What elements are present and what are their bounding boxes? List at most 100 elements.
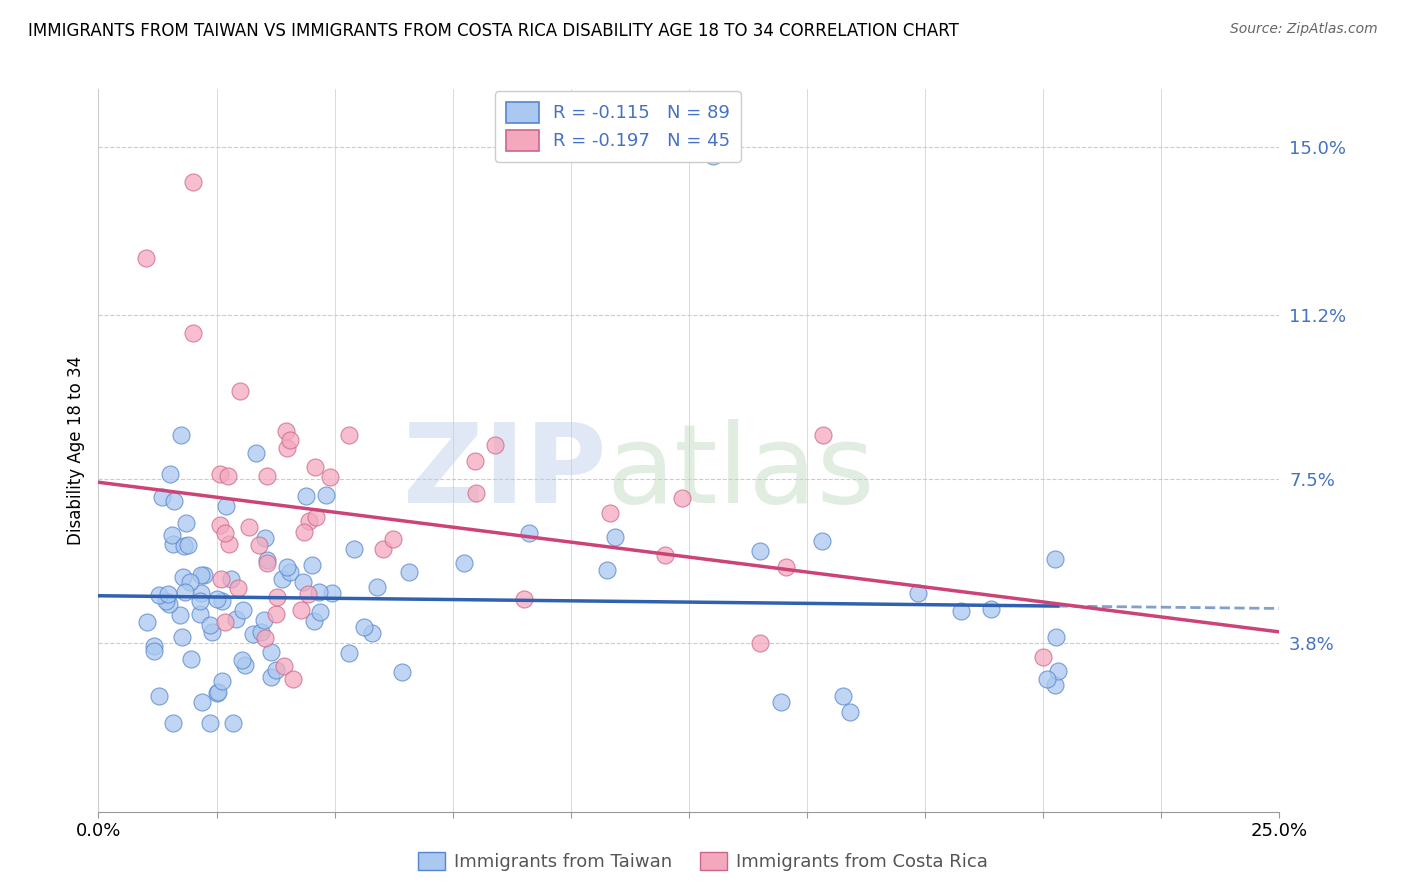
- Point: [273, 658, 295, 673]
- Point: [155, 593, 177, 607]
- Point: [173, 540, 195, 554]
- Point: [278, 433, 301, 447]
- Point: [1043, 551, 1066, 566]
- Point: [190, 607, 212, 621]
- Point: [172, 570, 194, 584]
- Legend: R = -0.115   N = 89, R = -0.197   N = 45: R = -0.115 N = 89, R = -0.197 N = 45: [495, 91, 741, 161]
- Point: [769, 695, 792, 709]
- Point: [190, 568, 212, 582]
- Point: [1046, 664, 1069, 678]
- Point: [148, 690, 170, 704]
- Point: [291, 574, 314, 589]
- Point: [1036, 672, 1059, 686]
- Point: [198, 716, 221, 731]
- Point: [150, 490, 173, 504]
- Point: [191, 695, 214, 709]
- Point: [281, 672, 304, 686]
- Text: ZIP: ZIP: [404, 418, 606, 525]
- Point: [238, 520, 260, 534]
- Point: [276, 442, 298, 456]
- Point: [278, 565, 301, 579]
- Point: [250, 625, 273, 640]
- Point: [253, 613, 276, 627]
- Point: [222, 716, 245, 731]
- Point: [1043, 677, 1066, 691]
- Point: [242, 627, 264, 641]
- Point: [321, 586, 343, 600]
- Point: [832, 690, 855, 704]
- Point: [228, 582, 250, 596]
- Point: [297, 587, 319, 601]
- Point: [301, 558, 323, 572]
- Point: [259, 670, 281, 684]
- Point: [254, 531, 277, 545]
- Point: [198, 618, 221, 632]
- Point: [309, 605, 332, 619]
- Point: [211, 594, 233, 608]
- Point: [259, 645, 281, 659]
- Point: [315, 488, 337, 502]
- Point: [702, 149, 724, 163]
- Point: [398, 566, 420, 580]
- Point: [603, 530, 626, 544]
- Point: [169, 607, 191, 622]
- Point: [464, 453, 486, 467]
- Point: [211, 673, 233, 688]
- Point: [219, 572, 242, 586]
- Legend: Immigrants from Taiwan, Immigrants from Costa Rica: Immigrants from Taiwan, Immigrants from …: [411, 845, 995, 879]
- Point: [371, 541, 394, 556]
- Point: [980, 602, 1002, 616]
- Point: [207, 685, 229, 699]
- Point: [465, 485, 488, 500]
- Point: [163, 493, 186, 508]
- Point: [173, 585, 195, 599]
- Point: [205, 686, 228, 700]
- Point: [596, 563, 619, 577]
- Point: [256, 553, 278, 567]
- Point: [205, 591, 228, 606]
- Point: [319, 470, 342, 484]
- Point: [366, 580, 388, 594]
- Point: [339, 428, 361, 442]
- Point: [775, 560, 797, 574]
- Point: [208, 467, 231, 481]
- Point: [190, 586, 212, 600]
- Point: [484, 438, 506, 452]
- Point: [1032, 649, 1054, 664]
- Point: [162, 527, 184, 541]
- Point: [343, 541, 366, 556]
- Point: [135, 251, 157, 265]
- Point: [256, 556, 278, 570]
- Point: [229, 384, 252, 398]
- Point: [298, 515, 321, 529]
- Point: [217, 469, 239, 483]
- Point: [839, 705, 862, 719]
- Point: [180, 652, 202, 666]
- Point: [159, 467, 181, 481]
- Point: [337, 646, 360, 660]
- Point: [231, 653, 253, 667]
- Point: [308, 585, 330, 599]
- Point: [305, 510, 328, 524]
- Point: [188, 594, 211, 608]
- Point: [266, 591, 288, 605]
- Point: [225, 612, 247, 626]
- Point: [292, 524, 315, 539]
- Point: [136, 615, 159, 629]
- Point: [253, 631, 276, 645]
- Point: [276, 424, 298, 438]
- Point: [148, 588, 170, 602]
- Point: [214, 615, 236, 630]
- Point: [209, 518, 232, 533]
- Point: [193, 568, 215, 582]
- Text: IMMIGRANTS FROM TAIWAN VS IMMIGRANTS FROM COSTA RICA DISABILITY AGE 18 TO 34 COR: IMMIGRANTS FROM TAIWAN VS IMMIGRANTS FRO…: [28, 22, 959, 40]
- Point: [181, 326, 204, 340]
- Point: [177, 538, 200, 552]
- Point: [264, 607, 287, 621]
- Point: [276, 560, 298, 574]
- Point: [172, 630, 194, 644]
- Point: [810, 533, 832, 548]
- Point: [256, 469, 278, 483]
- Point: [162, 716, 184, 731]
- Point: [811, 428, 834, 442]
